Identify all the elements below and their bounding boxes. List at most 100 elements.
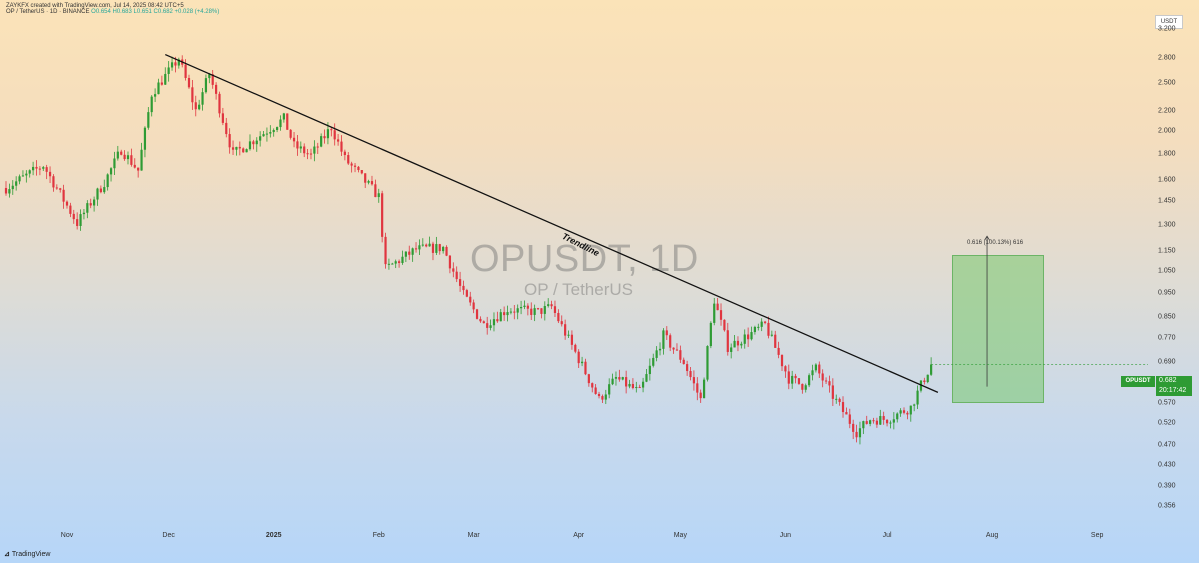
candle-body <box>774 334 777 348</box>
candle-body <box>42 167 45 169</box>
candle-body <box>167 67 170 74</box>
currency-unit-button[interactable]: USDT <box>1155 15 1183 29</box>
candle-body <box>601 396 604 400</box>
candle-body <box>885 419 889 424</box>
candle-body <box>235 146 238 150</box>
candle-body <box>245 149 248 153</box>
candle-body <box>896 413 899 420</box>
time-tick-label: Sep <box>1090 532 1104 539</box>
candle-body <box>553 306 557 313</box>
candle-body <box>831 385 834 399</box>
candle-body <box>425 244 428 247</box>
candle-body <box>303 146 306 154</box>
symbol-name-watermark: OP / TetherUS <box>524 280 633 299</box>
candle-body <box>794 375 797 379</box>
candle-body <box>550 304 553 307</box>
candle-body <box>289 129 292 138</box>
candle-body <box>655 350 658 358</box>
candle-body <box>709 322 712 347</box>
candle-body <box>519 307 523 309</box>
candle-body <box>275 127 279 130</box>
price-tick-label: 1.600 <box>1158 176 1176 184</box>
candle-body <box>248 141 252 150</box>
candle-body <box>150 96 153 113</box>
candle-body <box>421 244 424 246</box>
candle-body <box>204 78 208 93</box>
candle-body <box>381 193 384 237</box>
candle-body <box>543 305 546 314</box>
candle-body <box>926 374 929 383</box>
candle-body <box>38 168 41 170</box>
candle-body <box>401 256 404 264</box>
candle-body <box>503 312 506 316</box>
candle-body <box>360 170 363 174</box>
candle-body <box>797 378 801 384</box>
candle-body <box>621 377 624 380</box>
candle-body <box>804 385 807 390</box>
candle-body <box>408 251 411 255</box>
candle-body <box>147 112 150 128</box>
candle-body <box>448 255 452 269</box>
candle-body <box>631 383 635 389</box>
price-tick-label: 2.800 <box>1158 54 1176 62</box>
candle-body <box>564 324 567 336</box>
target-range-box[interactable] <box>952 255 1044 403</box>
symbol-watermark: OPUSDT, 1D <box>470 238 699 280</box>
candle-body <box>486 323 489 328</box>
price-tick-label: 0.770 <box>1158 334 1176 342</box>
candle-body <box>225 122 228 135</box>
candle-body <box>72 213 75 220</box>
candle-body <box>238 146 241 149</box>
candle-body <box>821 373 824 381</box>
candle-body <box>750 332 753 340</box>
candle-body <box>469 296 472 303</box>
candle-body <box>587 374 590 384</box>
candle-body <box>367 181 370 183</box>
candle-body <box>753 326 757 333</box>
candle-body <box>780 354 784 367</box>
trendline <box>165 53 939 393</box>
candle-body <box>625 377 628 387</box>
candle-body <box>736 340 740 346</box>
candle-body <box>828 381 831 386</box>
candle-body <box>99 188 102 193</box>
candle-body <box>757 326 760 328</box>
candle-body <box>462 285 465 291</box>
candle-body <box>696 383 699 393</box>
footer-brand: ⊿ TradingView <box>4 550 50 558</box>
candle-body <box>675 349 679 351</box>
candle-body <box>52 176 55 188</box>
candle-body <box>723 319 726 331</box>
tradingview-logo-icon: ⊿ <box>4 551 10 558</box>
candle-body <box>123 154 126 160</box>
candle-body <box>55 187 58 189</box>
candle-body <box>32 166 35 171</box>
candle-body <box>323 136 326 139</box>
candle-body <box>672 347 675 350</box>
candle-body <box>89 203 92 206</box>
price-tick-label: 2.500 <box>1158 79 1176 87</box>
candle-body <box>852 423 855 432</box>
candle-body <box>824 380 828 382</box>
candle-body <box>458 279 462 286</box>
candle-body <box>597 393 601 397</box>
candle-body <box>157 82 160 95</box>
candle-body <box>526 305 529 309</box>
candle-body <box>353 165 357 167</box>
candle-body <box>763 321 767 323</box>
candle-body <box>906 412 909 415</box>
candle-body <box>848 414 851 424</box>
candle-body <box>665 330 668 336</box>
candle-body <box>333 130 336 140</box>
time-tick-label: Dec <box>162 532 175 539</box>
candle-body <box>730 347 733 352</box>
price-tick-label: 0.520 <box>1158 419 1176 427</box>
candle-body <box>641 381 645 388</box>
candle-body <box>231 147 235 150</box>
candle-body <box>350 163 353 166</box>
candle-body <box>540 308 543 314</box>
price-tick-label: 0.850 <box>1158 313 1176 321</box>
candle-body <box>282 113 285 120</box>
candle-body <box>394 261 397 264</box>
